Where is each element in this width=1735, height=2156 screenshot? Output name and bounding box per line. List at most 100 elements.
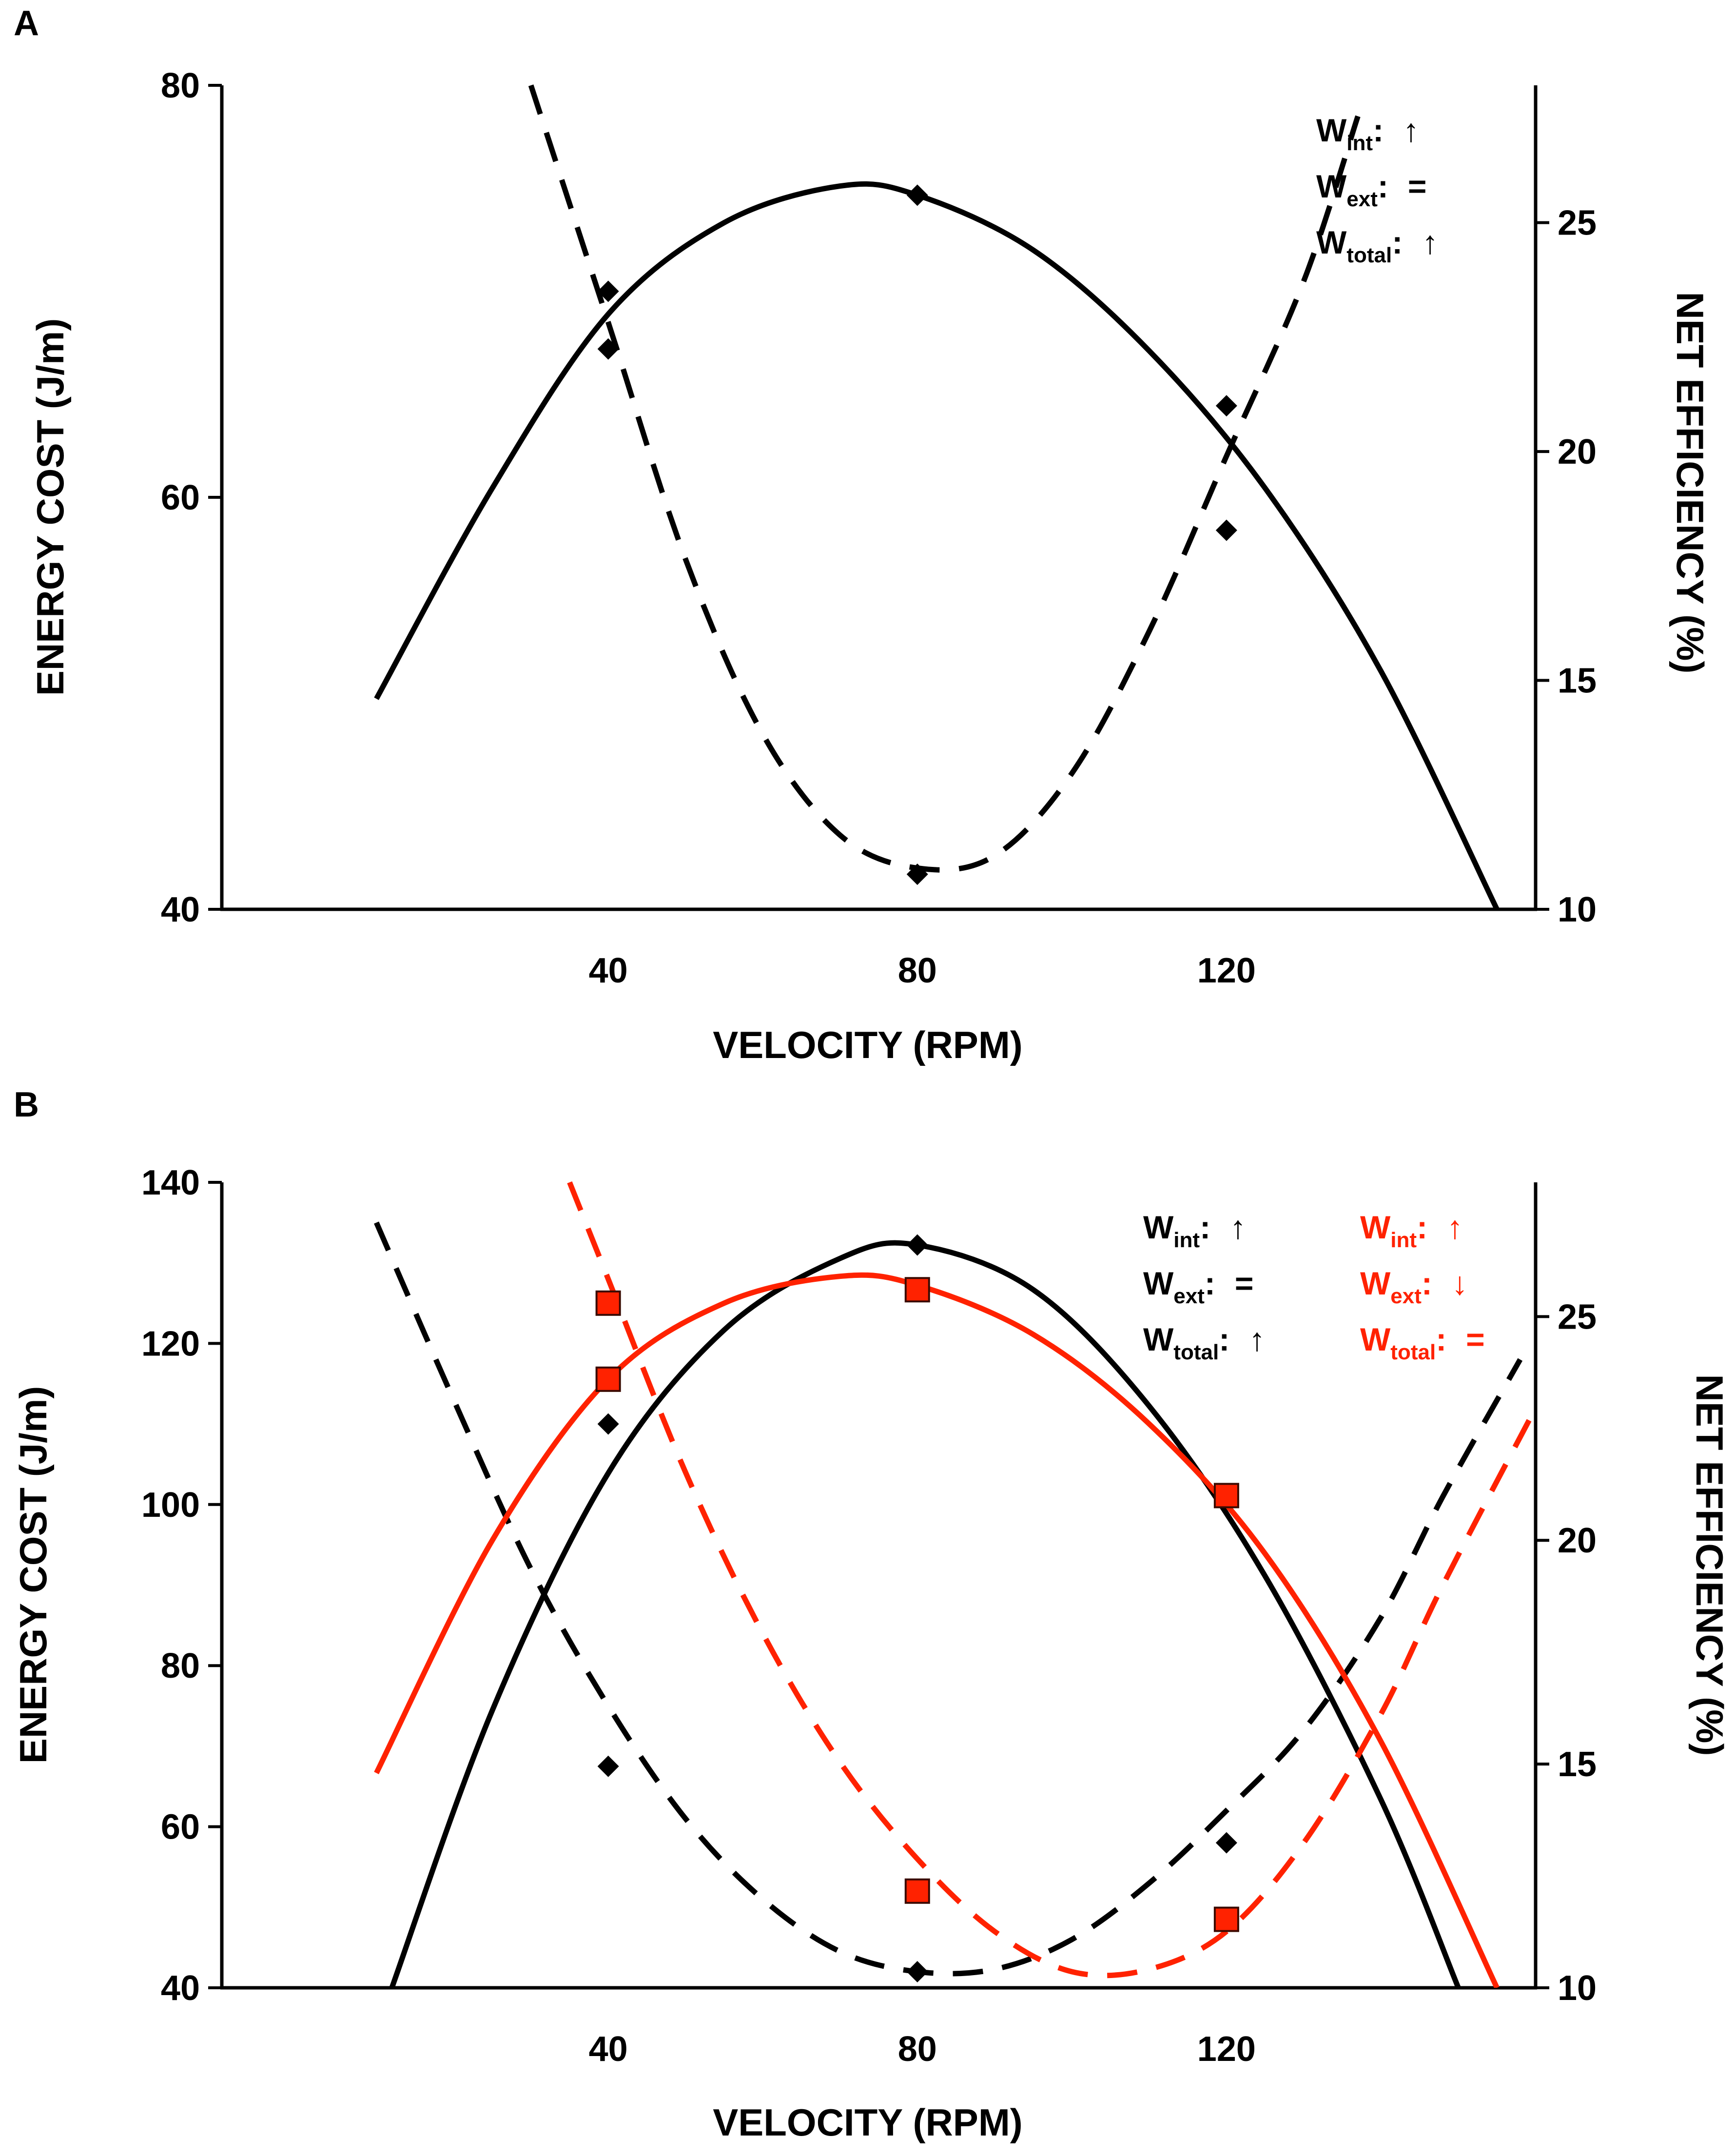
data-point-square — [595, 1366, 621, 1392]
left-y-tick-label: 40 — [161, 1969, 200, 2008]
left-y-tick-label: 120 — [141, 1324, 200, 1363]
annotation-value: = — [1408, 168, 1427, 204]
data-point-diamond — [906, 184, 928, 206]
annotation-separator: : — [1200, 1209, 1210, 1245]
right-y-tick-label: 15 — [1558, 1745, 1597, 1784]
annotation-base: W — [1316, 168, 1347, 204]
work-annotation: Wext: = — [1316, 168, 1426, 211]
annotation-base: W — [1143, 1265, 1174, 1301]
annotation-base: W — [1360, 1321, 1391, 1357]
x-axis-label: VELOCITY (RPM) — [713, 1023, 1023, 1066]
left-y-axis-label: ENERGY COST (J/m) — [12, 1386, 55, 1764]
x-tick-label: 40 — [589, 951, 628, 990]
annotation-value: = — [1466, 1321, 1485, 1357]
annotation-base: W — [1143, 1321, 1174, 1357]
right-y-tick-label: 10 — [1558, 890, 1597, 929]
energy-cost-curve-black — [374, 1221, 1523, 1977]
panel-label-b: B — [14, 1085, 39, 1124]
right-y-tick-label: 10 — [1558, 1969, 1597, 2008]
left-y-tick-label: 80 — [161, 66, 200, 105]
right-y-axis-label: NET EFFICIENCY (%) — [1688, 1374, 1731, 1756]
data-point-diamond — [1215, 519, 1237, 541]
x-axis-label: VELOCITY (RPM) — [713, 2101, 1023, 2144]
annotation-subscript: int — [1173, 1228, 1200, 1252]
work-annotation: Wtotal: = — [1360, 1321, 1485, 1364]
annotation-separator: : — [1378, 168, 1388, 204]
work-annotation: Wtotal: ↑ — [1316, 224, 1438, 267]
left-y-tick-label: 60 — [161, 1808, 200, 1847]
annotation-subscript: int — [1346, 131, 1373, 155]
right-y-tick-label: 25 — [1558, 1297, 1597, 1336]
right-y-tick-label: 20 — [1558, 432, 1597, 471]
annotation-value: = — [1235, 1265, 1254, 1301]
data-point-diamond — [1215, 395, 1237, 417]
data-point-square — [595, 1290, 621, 1316]
x-tick-label: 120 — [1197, 951, 1256, 990]
annotation-subscript: ext — [1390, 1284, 1422, 1308]
annotation-subscript: total — [1346, 243, 1392, 267]
annotation-base: W — [1143, 1209, 1174, 1245]
left-y-tick-label: 80 — [161, 1646, 200, 1686]
data-point-square — [904, 1878, 930, 1904]
right-y-tick-label: 20 — [1558, 1521, 1597, 1560]
data-point-diamond — [1215, 1832, 1237, 1854]
data-point-diamond — [597, 1413, 619, 1435]
annotation-separator: : — [1417, 1209, 1427, 1245]
data-point-square — [904, 1277, 930, 1303]
panel-a: A 40 60 80 10 15 20 25 40 80 120 VELOCITY (RPM) E… — [14, 4, 1712, 1066]
right-y-tick-label: 25 — [1558, 204, 1597, 243]
data-point-diamond — [906, 863, 928, 885]
left-y-tick-label: 60 — [161, 478, 200, 517]
left-y-tick-label: 40 — [161, 890, 200, 929]
x-tick-label: 80 — [898, 2030, 937, 2069]
annotation-subscript: ext — [1173, 1284, 1205, 1308]
net-efficiency-curve-black — [374, 181, 1500, 909]
right-y-tick-label: 15 — [1558, 662, 1597, 701]
net-efficiency-curve-black — [389, 1240, 1461, 1988]
annotation-separator: : — [1392, 224, 1403, 260]
annotation-value: ↑ — [1447, 1209, 1463, 1245]
annotation-base: W — [1316, 112, 1347, 148]
data-point-diamond — [597, 338, 619, 360]
annotation-subscript: total — [1390, 1340, 1436, 1364]
work-annotation: Wint: ↑ — [1143, 1209, 1246, 1252]
work-annotation: Wint: ↑ — [1316, 112, 1419, 155]
annotation-value: ↑ — [1249, 1321, 1265, 1357]
left-y-axis-label: ENERGY COST (J/m) — [29, 318, 72, 696]
annotation-value: ↑ — [1422, 224, 1438, 260]
annotation-separator: : — [1436, 1321, 1446, 1357]
annotation-separator: : — [1219, 1321, 1229, 1357]
annotation-value: ↓ — [1452, 1265, 1468, 1301]
annotation-value: ↑ — [1403, 112, 1419, 148]
work-annotation: Wext: = — [1143, 1265, 1253, 1308]
work-annotation: Wint: ↑ — [1360, 1209, 1463, 1252]
annotation-subscript: total — [1173, 1340, 1219, 1364]
data-point-square — [1213, 1483, 1239, 1509]
net-efficiency-curve-red — [374, 1272, 1500, 1988]
annotation-separator: : — [1422, 1265, 1432, 1301]
x-tick-label: 40 — [589, 2030, 628, 2069]
left-y-tick-label: 100 — [141, 1486, 200, 1525]
annotation-base: W — [1360, 1265, 1391, 1301]
data-point-diamond — [906, 1960, 928, 1982]
annotation-subscript: int — [1390, 1228, 1417, 1252]
right-y-axis-label: NET EFFICIENCY (%) — [1669, 292, 1712, 674]
panel-b: B 40 60 80 100 120 140 10 15 20 25 40 80 120 VELOCIT… — [12, 1085, 1731, 2144]
annotation-base: W — [1316, 224, 1347, 260]
data-point-diamond — [906, 1234, 928, 1256]
annotation-separator: : — [1373, 112, 1384, 148]
x-tick-label: 80 — [898, 951, 937, 990]
panel-label-a: A — [14, 4, 39, 43]
annotation-value: ↑ — [1230, 1209, 1246, 1245]
data-point-square — [1213, 1906, 1239, 1932]
annotation-separator: : — [1205, 1265, 1215, 1301]
annotation-base: W — [1360, 1209, 1391, 1245]
work-annotation: Wtotal: ↑ — [1143, 1321, 1265, 1364]
x-tick-label: 120 — [1197, 2030, 1256, 2069]
energy-cost-curve-red — [567, 1181, 1536, 1979]
data-point-diamond — [597, 280, 619, 302]
left-y-tick-label: 140 — [141, 1163, 200, 1202]
data-point-diamond — [597, 1755, 619, 1777]
work-annotation: Wext: ↓ — [1360, 1265, 1468, 1308]
